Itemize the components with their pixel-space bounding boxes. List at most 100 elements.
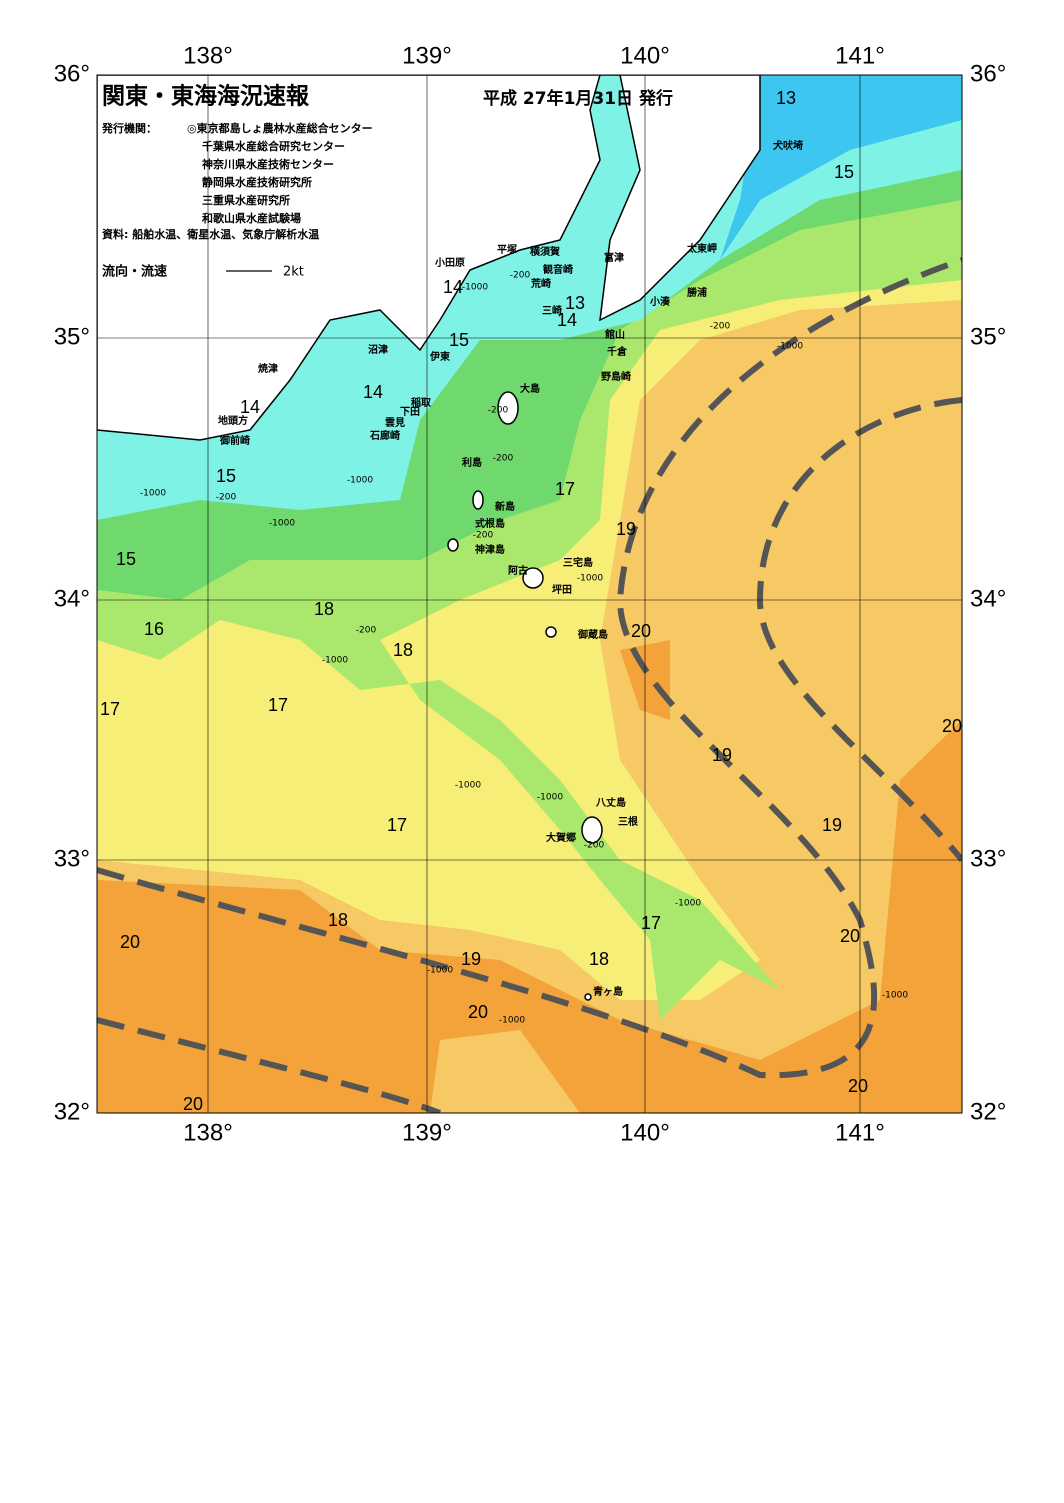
- legend-scale: 2kt: [283, 265, 304, 280]
- source: 資料: 船舶水温、衛星水温、気象庁解析水温: [102, 227, 319, 241]
- place-name: 御蔵島: [577, 628, 608, 641]
- isotherm-label: 18: [328, 910, 348, 930]
- lat-label: 35°: [54, 323, 90, 350]
- isotherm-label: 17: [641, 913, 661, 933]
- isotherm-label: 14: [443, 277, 463, 297]
- legend-label: 流向・流速: [102, 264, 167, 280]
- lat-label: 32°: [970, 1098, 1006, 1125]
- place-name: 雲見: [385, 417, 405, 429]
- isotherm-label: 20: [183, 1094, 203, 1114]
- issue-date: 平成 27年1月31日 発行: [483, 88, 673, 109]
- place-name: 小田原: [434, 256, 465, 269]
- isotherm-label: 15: [449, 330, 469, 350]
- issuer: 和歌山県水産試験場: [202, 211, 301, 225]
- lon-label: 140°: [620, 42, 670, 69]
- lon-label: 139°: [402, 1119, 452, 1146]
- place-name: 大島: [520, 382, 540, 395]
- graticule: [97, 75, 962, 1113]
- lat-label: 36°: [54, 60, 90, 87]
- depth-label: -1000: [269, 519, 295, 529]
- land: [97, 75, 761, 441]
- isotherm-label: 17: [555, 479, 575, 499]
- isotherm-label: 14: [363, 382, 383, 402]
- isotherm-label: 20: [942, 716, 962, 736]
- issuer: 千葉県水産総合研究センター: [202, 139, 345, 153]
- isotherm-label: 17: [100, 699, 120, 719]
- isotherm-label: 17: [387, 815, 407, 835]
- map-frame: [96, 74, 963, 1114]
- lon-label: 140°: [620, 1119, 670, 1146]
- place-name: 館山: [604, 328, 625, 341]
- isotherm-label: 20: [468, 1002, 488, 1022]
- place-name: 石廊崎: [369, 429, 400, 442]
- depth-label: -1000: [462, 283, 488, 293]
- depth-label: -1000: [140, 489, 166, 499]
- coldest-water: [720, 75, 962, 260]
- issuer: 静岡県水産技術研究所: [202, 175, 312, 189]
- depth-label: -200: [710, 322, 731, 332]
- lon-label: 138°: [183, 42, 233, 69]
- lon-label: 138°: [183, 1119, 233, 1146]
- depth-label: -1000: [577, 574, 603, 584]
- lon-label: 141°: [835, 42, 885, 69]
- isotherm-label: 19: [461, 949, 481, 969]
- place-name: 神津島: [475, 543, 505, 556]
- depth-label: -1000: [537, 793, 563, 803]
- place-name: 三崎: [542, 304, 562, 317]
- depth-label: -1000: [455, 781, 481, 791]
- lon-label: 141°: [835, 1119, 885, 1146]
- place-name: 大賀郷: [546, 831, 576, 844]
- isotherm-label: 15: [216, 466, 236, 486]
- place-name: 坪田: [552, 583, 572, 596]
- place-name: 横須賀: [530, 245, 560, 258]
- islands: [447, 391, 603, 1001]
- isotherm-label: 19: [616, 519, 636, 539]
- place-name: 三宅島: [563, 556, 593, 569]
- lon-label: 139°: [402, 42, 452, 69]
- depth-label: -200: [510, 271, 531, 281]
- place-name: 犬吠埼: [773, 139, 803, 152]
- isotherm-label: 20: [120, 932, 140, 952]
- depth-label: -1000: [777, 342, 803, 352]
- depth-label: -200: [488, 406, 509, 416]
- lat-label: 32°: [54, 1098, 90, 1125]
- title: 関東・東海海況速報: [102, 83, 310, 110]
- isotherm-label: 13: [776, 88, 796, 108]
- place-name: 焼津: [258, 362, 278, 375]
- place-name: 三根: [618, 815, 638, 828]
- isotherm-label: 19: [712, 745, 732, 765]
- isotherm-label: 19: [822, 815, 842, 835]
- depth-label: -200: [356, 626, 377, 636]
- isotherm-label: 18: [393, 640, 413, 660]
- isotherm-label: 14: [240, 397, 260, 417]
- isotherm-label: 18: [589, 949, 609, 969]
- isotherm-label: 15: [116, 549, 136, 569]
- isotherm-label: 20: [848, 1076, 868, 1096]
- place-name: 稲取: [411, 396, 432, 409]
- place-name: 千倉: [607, 345, 628, 358]
- depth-label: -200: [473, 531, 494, 541]
- place-name: 勝浦: [687, 286, 707, 299]
- place-name: 観音崎: [543, 263, 573, 276]
- place-name: 御前崎: [219, 434, 250, 447]
- place-name: 小湊: [649, 295, 671, 308]
- place-name: 青ヶ島: [593, 985, 623, 998]
- depth-label: -1000: [427, 966, 453, 976]
- isotherm-label: 18: [314, 599, 334, 619]
- depth-label: -200: [584, 841, 605, 851]
- place-name: 伊東: [429, 350, 450, 363]
- place-name: 野島崎: [601, 370, 631, 383]
- lat-label: 34°: [970, 585, 1006, 612]
- place-name: 式根島: [475, 517, 505, 530]
- issuer: 三重県水産研究所: [202, 193, 290, 207]
- isotherm-label: 15: [834, 162, 854, 182]
- issuer: 神奈川県水産技術センター: [202, 157, 334, 171]
- place-name: 阿古: [508, 564, 528, 577]
- depth-label: -200: [493, 454, 514, 464]
- lat-label: 34°: [54, 585, 90, 612]
- place-name: 利島: [462, 456, 482, 469]
- depth-label: -1000: [322, 656, 348, 666]
- lat-label: 33°: [970, 845, 1006, 872]
- lat-label: 35°: [970, 323, 1006, 350]
